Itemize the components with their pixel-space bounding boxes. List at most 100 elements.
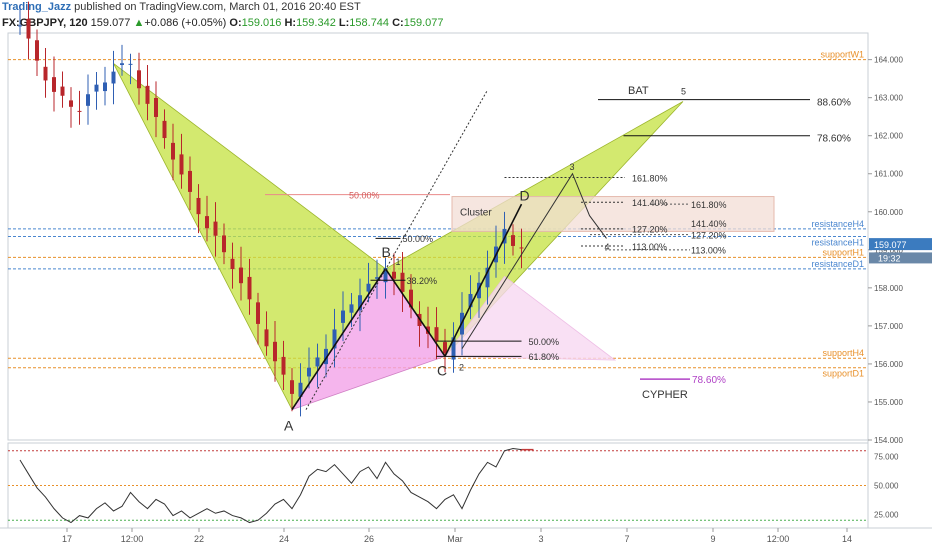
time-tick-label: Mar [447, 534, 463, 544]
point-label-2: 2 [459, 362, 464, 372]
candle-body [154, 97, 158, 117]
candle-body [213, 221, 218, 236]
open-value: 159.016 [241, 17, 282, 29]
candle-body [324, 348, 328, 365]
candle-body [409, 289, 413, 308]
time-tick-label: 24 [279, 534, 289, 544]
price-tick-label: 158.000 [874, 284, 903, 293]
last-price: 159.077 [90, 17, 131, 29]
candle-body [502, 228, 507, 244]
dotted-trend [305, 89, 488, 410]
candle-body [256, 302, 260, 324]
price-tick-label: 162.000 [874, 132, 903, 141]
point-label-b: B [382, 244, 391, 260]
candle-body [162, 120, 167, 139]
author-name[interactable]: Trading_Jazz [2, 1, 72, 13]
time-tick-label: 22 [194, 534, 204, 544]
point-label-4: 4 [605, 242, 610, 252]
fib-label-ret-50-c: 50.00% [529, 337, 560, 347]
fib-label-ext-1618: 161.80% [632, 173, 668, 183]
candle-body [52, 77, 56, 92]
candle-body [111, 71, 116, 84]
time-tag [869, 252, 932, 264]
fib-label-ext-113-b: 113.00% [691, 246, 726, 256]
fib-label-bat-786: 78.60% [817, 133, 851, 144]
rsi-line [19, 447, 522, 524]
change-value: +0.086 (+0.05%) [144, 17, 227, 29]
time-tick-label: 3 [538, 534, 543, 544]
candle-body [239, 267, 243, 284]
candle-body [26, 18, 31, 39]
candle-body [205, 216, 209, 229]
price-tick-label: 163.000 [874, 94, 903, 103]
candle-body [43, 66, 48, 81]
candle-body [451, 337, 456, 360]
candle-body [247, 276, 252, 300]
publish-info: Trading_Jazz published on TradingView.co… [2, 1, 361, 13]
last-price-tag [869, 238, 932, 251]
candle-body [332, 329, 337, 349]
candle-body [366, 283, 371, 292]
cd-leg [444, 203, 523, 357]
projection-path [461, 172, 607, 349]
level-label-supportW1: supportW1 [820, 50, 864, 60]
fib-label-ext-1414: 141.40% [632, 198, 668, 208]
symbol-info: FX:GBPJPY, 120 159.077 ▲+0.086 (+0.05%) … [2, 17, 443, 29]
candle-body [485, 267, 490, 288]
low-value: 158.744 [349, 17, 390, 29]
rsi-tick-label: 75.000 [874, 453, 899, 462]
level-label-resistanceH1: resistanceH1 [811, 238, 864, 248]
level-label-supportH1: supportH1 [822, 247, 864, 257]
candle-body [94, 84, 99, 92]
candle-body [103, 82, 107, 92]
candle-body [358, 295, 362, 311]
cypher-786-label: 78.60% [692, 375, 726, 386]
point-label-a: A [284, 418, 294, 434]
fib-label-ext-1414-b: 141.40% [691, 219, 727, 229]
cluster-label: Cluster [460, 208, 492, 219]
fib-label-bat-886: 88.60% [817, 97, 851, 108]
candle-body [230, 258, 235, 270]
high-value: 159.342 [296, 17, 336, 29]
candle-body [281, 356, 286, 375]
candle-body [349, 304, 354, 313]
level-label-supportH4: supportH4 [822, 348, 864, 358]
time-tick-label: 9 [710, 534, 715, 544]
price-tick-label: 164.000 [874, 56, 903, 65]
rsi-tick-label: 25.000 [874, 510, 899, 519]
level-label-resistanceD1: resistanceD1 [811, 259, 864, 269]
last-price-tag-text: 159.077 [874, 240, 907, 250]
candle-body [264, 329, 269, 347]
candle-body [171, 142, 175, 160]
time-tick-label: 12:00 [121, 534, 144, 544]
candle-body [120, 63, 124, 65]
candle-body [443, 342, 447, 354]
candle-body [307, 367, 311, 377]
time-tick-label: 14 [842, 534, 852, 544]
bc-leg [384, 268, 446, 357]
price-tick-label: 155.000 [874, 398, 903, 407]
time-tick-label: 12:00 [767, 534, 790, 544]
level-label-resistanceH4: resistanceH4 [811, 219, 864, 229]
candle-body [383, 268, 388, 283]
fib-label-ext-113: 113.00% [632, 242, 667, 252]
candle-body [60, 86, 65, 96]
time-tick-label: 17 [62, 534, 72, 544]
candle-body [273, 341, 277, 362]
fib-label-ret-50-top: 50.00% [349, 190, 380, 200]
high-label: H: [284, 17, 297, 29]
price-tick-label: 159.000 [874, 246, 903, 255]
candle-body [468, 293, 473, 308]
fib-label-ext-1618-b: 161.80% [691, 200, 727, 210]
candle-body [77, 110, 82, 112]
open-label: O: [229, 17, 242, 29]
level-label-supportD1: supportD1 [822, 369, 864, 379]
price-tick-label: 160.000 [874, 208, 903, 217]
time-tick-label: 7 [624, 534, 629, 544]
symbol-interval: FX:GBPJPY, 120 [2, 17, 88, 29]
cypher-projection-fill [444, 275, 617, 361]
fib-label-ret-382: 38.20% [407, 276, 438, 286]
time-tick-label: 26 [364, 534, 374, 544]
change-arrow-icon: ▲ [133, 17, 145, 29]
